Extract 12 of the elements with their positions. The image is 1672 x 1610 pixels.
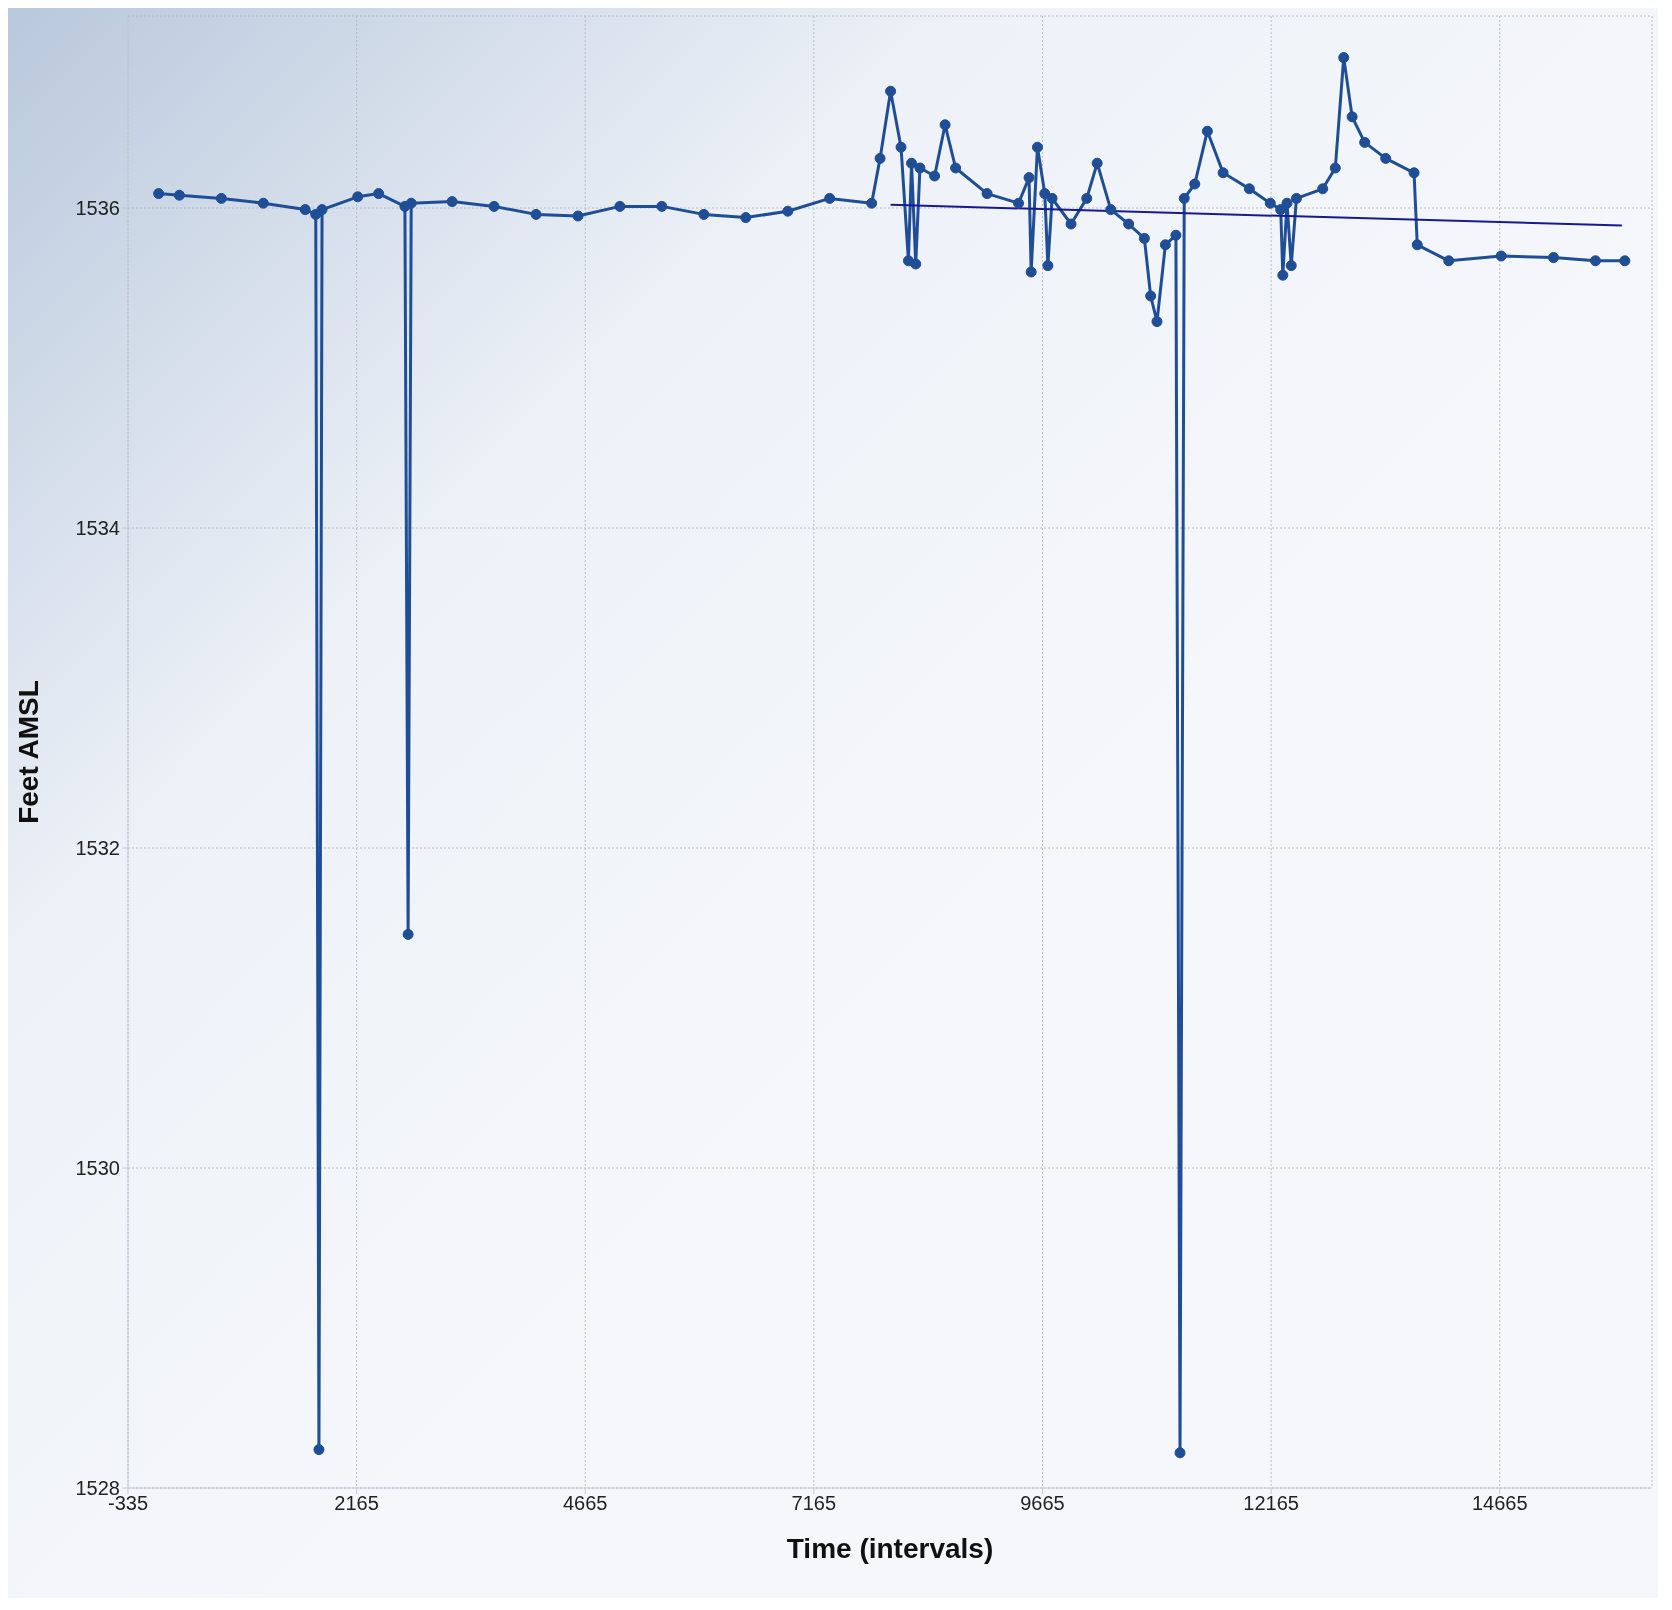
x-tick-label: 7165 xyxy=(791,1492,837,1515)
y-tick-label: 1536 xyxy=(75,197,120,220)
x-tick-label: 12165 xyxy=(1243,1492,1299,1515)
y-tick-label: 1534 xyxy=(75,517,120,540)
x-tick-label: 9665 xyxy=(1020,1492,1065,1515)
x-tick-label: 4665 xyxy=(563,1492,608,1515)
y-axis-title: Feet AMSL xyxy=(12,680,44,824)
y-tick-label: 1532 xyxy=(75,837,120,860)
x-tick-label: 14665 xyxy=(1471,1492,1528,1515)
x-axis-title: Time (intervals) xyxy=(786,1533,994,1564)
x-tick-label: 2165 xyxy=(334,1492,379,1515)
y-tick-label: 1530 xyxy=(75,1157,120,1180)
